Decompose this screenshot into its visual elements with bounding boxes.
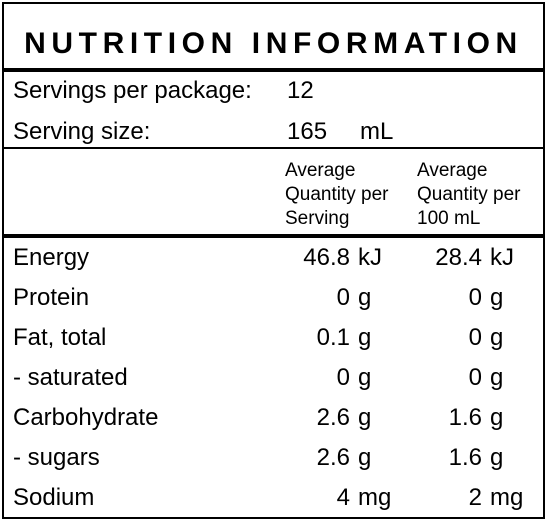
servings-per-package-value: 12 [287, 77, 314, 104]
serving-size-unit: mL [360, 118, 394, 145]
per-serving-unit: g [358, 324, 372, 351]
per-serving-unit: mg [358, 484, 392, 511]
per-100-value: 0 [468, 284, 482, 311]
per-100-value: 0 [468, 324, 482, 351]
column-header-per-100: Average Quantity per 100 mL [417, 159, 521, 231]
per-100-value: 1.6 [448, 444, 482, 471]
header-line: Average [417, 160, 488, 181]
per-serving-value: 4 [336, 484, 350, 511]
per-100-value: 0 [468, 364, 482, 391]
column-header-per-serving: Average Quantity per Serving [285, 159, 389, 231]
header-divider [4, 234, 543, 238]
servings-per-package-label: Servings per package: [13, 77, 252, 104]
per-100-unit: kJ [490, 244, 514, 271]
header-line: Quantity per [285, 184, 389, 205]
per-100-unit: g [490, 284, 504, 311]
per-serving-unit: g [358, 404, 372, 431]
per-serving-unit: g [358, 284, 372, 311]
header-line: 100 mL [417, 208, 481, 229]
nutrient-name: Energy [13, 244, 90, 271]
serving-size-label: Serving size: [13, 118, 151, 145]
title-divider [4, 68, 543, 72]
per-serving-value: 0 [336, 364, 350, 391]
panel-title: NUTRITION INFORMATION [24, 27, 523, 60]
per-100-value: 2 [468, 484, 482, 511]
per-100-unit: g [490, 364, 504, 391]
per-serving-value: 46.8 [303, 244, 350, 271]
per-100-unit: g [490, 404, 504, 431]
per-serving-unit: g [358, 444, 372, 471]
per-100-unit: g [490, 324, 504, 351]
nutrient-name: Carbohydrate [13, 404, 159, 431]
per-serving-value: 2.6 [316, 444, 350, 471]
header-line: Average [285, 160, 356, 181]
nutrient-name: Fat, total [13, 324, 107, 351]
serving-size-value: 165 [287, 118, 328, 145]
per-100-unit: g [490, 444, 504, 471]
per-100-value: 1.6 [448, 404, 482, 431]
nutrient-name: Sodium [13, 484, 95, 511]
nutrient-name: Protein [13, 284, 90, 311]
per-serving-unit: kJ [358, 244, 382, 271]
nutrient-name: - sugars [13, 444, 100, 471]
per-serving-unit: g [358, 364, 372, 391]
header-line: Serving [285, 208, 350, 229]
per-serving-value: 0.1 [316, 324, 350, 351]
per-100-unit: mg [490, 484, 524, 511]
header-line: Quantity per [417, 184, 521, 205]
per-serving-value: 0 [336, 284, 350, 311]
servings-divider [4, 147, 543, 149]
nutrient-name: - saturated [13, 364, 128, 391]
per-serving-value: 2.6 [316, 404, 350, 431]
per-100-value: 28.4 [435, 244, 482, 271]
